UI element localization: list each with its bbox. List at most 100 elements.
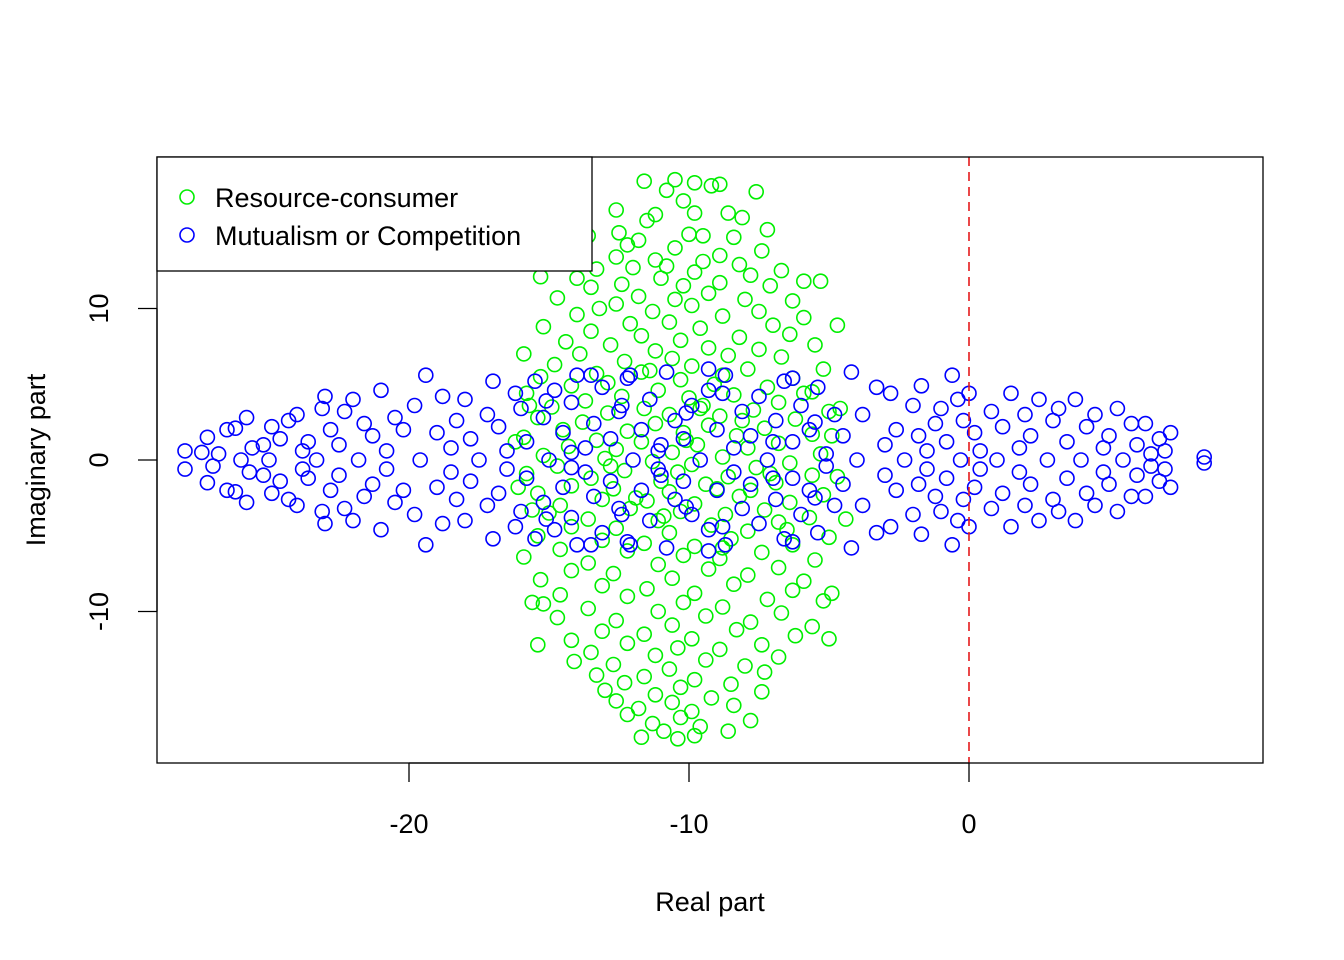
data-point <box>784 582 801 599</box>
legend-label-mutualism-competition: Mutualism or Competition <box>215 221 521 251</box>
data-point <box>742 427 759 444</box>
data-point <box>717 536 734 553</box>
data-point <box>933 400 949 417</box>
data-point <box>622 367 639 384</box>
data-point <box>429 479 445 496</box>
data-point <box>672 679 689 696</box>
data-point <box>608 296 625 312</box>
legend: Resource-consumer Mutualism or Competiti… <box>156 156 593 272</box>
data-point <box>644 303 661 320</box>
data-point <box>753 544 770 561</box>
data-point <box>927 488 944 505</box>
data-point <box>1011 440 1028 456</box>
data-point <box>720 205 737 221</box>
data-point <box>661 524 678 541</box>
data-point <box>549 290 566 306</box>
data-point <box>1101 476 1117 493</box>
data-point <box>739 567 756 583</box>
data-point <box>529 409 546 426</box>
data-point <box>919 443 935 459</box>
data-point <box>177 461 193 477</box>
data-point <box>787 411 804 427</box>
y-axis: -10 0 10 <box>84 293 158 631</box>
data-point <box>812 273 829 290</box>
data-point <box>280 412 297 429</box>
data-point <box>1011 464 1028 480</box>
data-point <box>594 577 611 594</box>
data-point <box>280 491 297 508</box>
data-point <box>549 609 566 626</box>
data-point <box>566 653 583 670</box>
data-point <box>563 459 580 476</box>
data-point <box>686 727 703 744</box>
data-point <box>650 603 667 620</box>
data-point <box>692 320 709 337</box>
data-point <box>647 343 664 359</box>
data-point <box>300 433 317 450</box>
data-point <box>737 291 753 308</box>
data-point <box>686 585 703 602</box>
data-point <box>905 397 921 414</box>
data-point <box>818 458 835 474</box>
data-point <box>795 573 812 590</box>
data-point <box>1003 518 1019 535</box>
data-point <box>801 509 818 526</box>
data-point <box>364 427 381 444</box>
data-point <box>753 243 770 259</box>
data-point <box>683 358 700 374</box>
data-point <box>686 496 703 512</box>
data-point <box>1157 461 1173 477</box>
data-point <box>972 461 989 477</box>
data-point <box>1050 503 1067 520</box>
data-point <box>723 530 739 547</box>
data-point <box>759 379 776 396</box>
data-point <box>681 390 697 406</box>
data-point <box>563 477 580 494</box>
data-point <box>807 552 823 568</box>
data-point <box>905 506 921 523</box>
data-point <box>725 440 742 456</box>
data-point <box>535 318 552 335</box>
data-point <box>1196 455 1212 471</box>
data-point <box>387 409 403 426</box>
data-point <box>734 500 751 517</box>
data-point <box>238 409 255 426</box>
data-point <box>331 436 347 453</box>
data-point <box>535 596 552 612</box>
data-point <box>1017 406 1033 423</box>
data-point <box>529 636 546 653</box>
data-point <box>636 173 653 189</box>
data-point <box>227 420 244 437</box>
data-point <box>608 249 625 265</box>
data-point <box>683 456 700 473</box>
data-point <box>742 476 759 493</box>
data-point <box>650 556 667 573</box>
data-point <box>219 421 235 438</box>
data-point <box>725 697 742 714</box>
data-point <box>485 373 501 390</box>
data-point <box>622 536 639 553</box>
data-point <box>1017 497 1033 514</box>
data-point <box>896 452 913 468</box>
data-point <box>843 364 860 380</box>
data-point <box>462 473 479 490</box>
data-point <box>675 547 692 564</box>
data-point <box>759 221 776 238</box>
data-point <box>1087 497 1103 514</box>
data-point <box>983 500 1000 517</box>
data-point <box>647 415 664 432</box>
data-point <box>742 712 759 729</box>
data-point <box>653 270 669 287</box>
data-point <box>1101 427 1117 444</box>
data-point <box>322 421 339 438</box>
data-point <box>748 459 765 476</box>
data-point <box>709 421 725 438</box>
data-point <box>619 237 636 253</box>
data-point <box>294 461 311 477</box>
data-point <box>583 536 599 553</box>
data-point <box>448 491 465 508</box>
data-point <box>462 430 479 447</box>
data-point <box>731 329 748 346</box>
data-point <box>597 682 613 699</box>
data-point <box>345 391 361 408</box>
